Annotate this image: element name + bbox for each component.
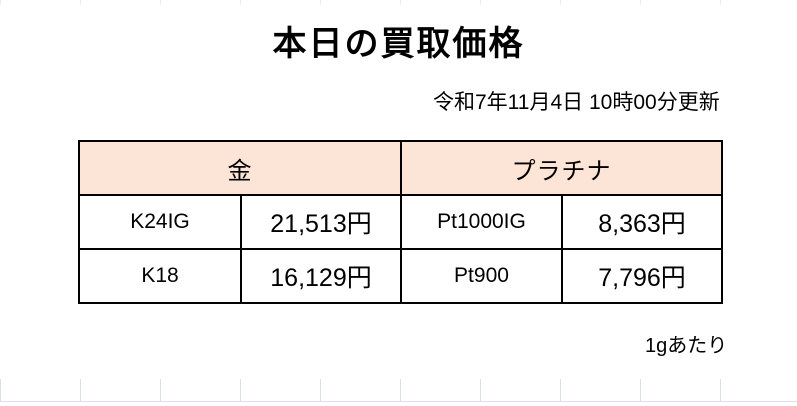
gold-row1-label-cell: K24IG xyxy=(78,194,242,250)
table-header-row: 金 プラチナ xyxy=(78,140,723,196)
platinum-row1-price-cell: 8,363円 xyxy=(561,194,723,250)
table-row: K24IG 21,513円 Pt1000IG 8,363円 xyxy=(78,194,723,250)
page-title: 本日の買取価格 xyxy=(272,25,525,63)
updated-timestamp: 令和7年11月4日 10時00分更新 xyxy=(433,91,720,114)
top-gridline-stubs xyxy=(0,0,797,5)
table-row: K18 16,129円 Pt900 7,796円 xyxy=(78,248,723,304)
platinum-header-cell: プラチナ xyxy=(400,140,723,196)
gold-row2-price-cell: 16,129円 xyxy=(240,248,402,304)
bottom-gridline-stubs xyxy=(0,379,797,402)
price-table: 金 プラチナ K24IG 21,513円 Pt1000IG 8,363円 K18… xyxy=(78,140,723,304)
gold-row1-price-cell: 21,513円 xyxy=(240,194,402,250)
unit-note: 1gあたり xyxy=(645,335,728,357)
platinum-row1-label-cell: Pt1000IG xyxy=(400,194,563,250)
gold-header-cell: 金 xyxy=(78,140,402,196)
platinum-row2-price-cell: 7,796円 xyxy=(561,248,723,304)
gold-row2-label-cell: K18 xyxy=(78,248,242,304)
platinum-row2-label-cell: Pt900 xyxy=(400,248,563,304)
